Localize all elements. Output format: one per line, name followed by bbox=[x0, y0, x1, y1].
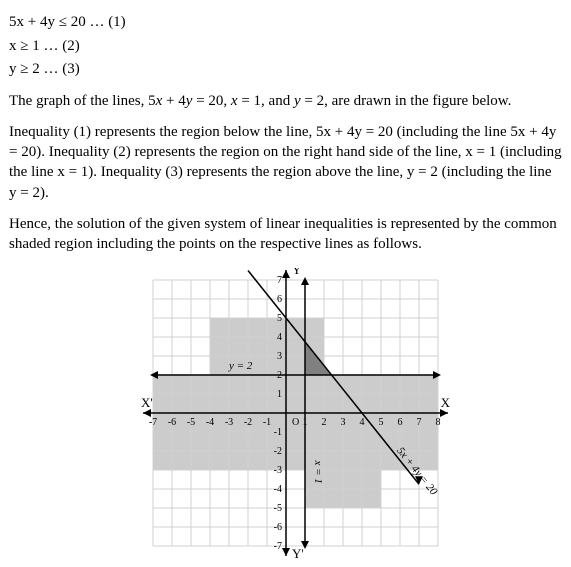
svg-text:-1: -1 bbox=[262, 417, 270, 428]
svg-text:-4: -4 bbox=[273, 484, 281, 495]
svg-text:-3: -3 bbox=[224, 417, 232, 428]
svg-text:X': X' bbox=[141, 395, 153, 410]
svg-text:3: 3 bbox=[277, 351, 282, 362]
svg-text:x = 1: x = 1 bbox=[312, 460, 324, 484]
svg-text:7: 7 bbox=[277, 275, 282, 286]
svg-text:6: 6 bbox=[397, 417, 402, 428]
svg-text:-1: -1 bbox=[273, 427, 281, 438]
paragraph-1: The graph of the lines, 5x + 4y = 20, x … bbox=[9, 91, 562, 111]
svg-text:-6: -6 bbox=[167, 417, 175, 428]
svg-text:-7: -7 bbox=[148, 417, 156, 428]
svg-text:5: 5 bbox=[378, 417, 383, 428]
svg-text:1: 1 bbox=[302, 417, 307, 428]
svg-text:-2: -2 bbox=[243, 417, 251, 428]
svg-text:1: 1 bbox=[277, 389, 282, 400]
svg-text:2: 2 bbox=[277, 370, 282, 381]
svg-text:y = 2: y = 2 bbox=[228, 360, 253, 372]
svg-text:7: 7 bbox=[416, 417, 421, 428]
svg-text:-5: -5 bbox=[186, 417, 194, 428]
svg-text:X: X bbox=[440, 395, 450, 410]
svg-text:2: 2 bbox=[321, 417, 326, 428]
equation-2: x ≥ 1 … (2) bbox=[9, 37, 562, 57]
svg-text:-2: -2 bbox=[273, 446, 281, 457]
svg-text:6: 6 bbox=[277, 294, 282, 305]
svg-text:-7: -7 bbox=[273, 541, 281, 552]
svg-text:O: O bbox=[292, 417, 299, 428]
svg-text:Y: Y bbox=[292, 268, 302, 277]
svg-text:3: 3 bbox=[340, 417, 345, 428]
svg-text:-5: -5 bbox=[273, 503, 281, 514]
inequality-graph: -7 -6 -5 -4 -3 -2 -1 1 2 3 4 5 6 7 8 -7 -6 -5 -4 -3 -2 -1 1 2 3 4… bbox=[116, 268, 456, 558]
equation-3: y ≥ 2 … (3) bbox=[9, 60, 562, 80]
svg-text:4: 4 bbox=[277, 332, 282, 343]
svg-text:-3: -3 bbox=[273, 465, 281, 476]
svg-text:-6: -6 bbox=[273, 522, 281, 533]
equation-1: 5x + 4y ≤ 20 … (1) bbox=[9, 13, 562, 33]
svg-text:8: 8 bbox=[435, 417, 440, 428]
graph-container: -7 -6 -5 -4 -3 -2 -1 1 2 3 4 5 6 7 8 -7 -6 -5 -4 -3 -2 -1 1 2 3 4… bbox=[9, 268, 562, 558]
svg-text:4: 4 bbox=[359, 417, 364, 428]
paragraph-3: Hence, the solution of the given system … bbox=[9, 214, 562, 255]
svg-text:5: 5 bbox=[277, 313, 282, 324]
paragraph-2: Inequality (1) represents the region bel… bbox=[9, 122, 562, 203]
svg-text:Y': Y' bbox=[292, 546, 304, 558]
svg-text:-4: -4 bbox=[205, 417, 213, 428]
